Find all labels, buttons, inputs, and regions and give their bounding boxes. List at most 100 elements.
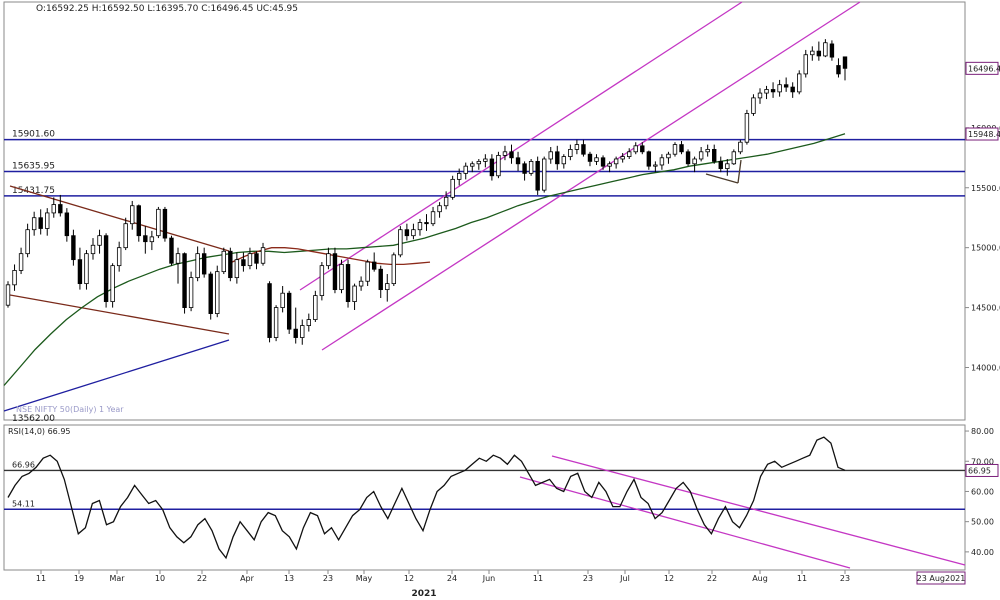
x-tick-label: 22 [707, 574, 717, 583]
x-tick-label: 19 [74, 574, 84, 583]
candle [725, 158, 730, 176]
candle [810, 46, 815, 61]
candle [450, 175, 455, 200]
rsi-line [7, 436, 846, 560]
candle [195, 246, 200, 282]
x-tick-label: May [356, 574, 373, 583]
candle [149, 230, 155, 251]
rsi-series [7, 436, 846, 560]
candle [842, 56, 848, 81]
candle [816, 41, 822, 61]
date-tag-box [916, 571, 966, 585]
level-label: 15635.95 [12, 161, 55, 171]
candle [509, 144, 514, 164]
x-tick-label: 24 [447, 574, 457, 583]
candle [476, 158, 482, 170]
level-price-tag: 15948.4 [965, 127, 1000, 141]
x-tick-label: Jun [482, 574, 496, 583]
candle [123, 217, 128, 251]
candle [241, 252, 246, 272]
candle [247, 247, 253, 270]
candle [143, 226, 148, 254]
level-label: 15901.60 [12, 130, 55, 140]
candle [731, 149, 737, 165]
candle [679, 141, 684, 155]
candle [319, 262, 325, 301]
candle [358, 276, 364, 291]
current-price-tag: 16496.4 [965, 61, 1000, 75]
x-tick-label: Jul [619, 574, 630, 583]
rsi-y-tick-label: 50.00 [971, 518, 994, 527]
candle [738, 139, 743, 155]
trendline [9, 185, 230, 252]
price-y-axis: 14000.0014500.0015000.0015500.0016000.00… [965, 61, 1000, 373]
y-tick-label: 14000.00 [971, 364, 1000, 373]
candle [273, 305, 279, 342]
rsi-level-label: 66.96 [12, 460, 35, 469]
candle [764, 85, 769, 100]
candle [339, 259, 344, 294]
candle [790, 82, 795, 98]
candle [169, 235, 174, 266]
rsi-channel-line [519, 476, 851, 569]
candle [286, 290, 292, 334]
x-tick-label: Aug [752, 574, 768, 583]
rsi-channel [519, 455, 966, 569]
trendline [705, 173, 739, 184]
candle [371, 252, 377, 272]
y-tick-label: 15000.00 [971, 244, 1000, 253]
candle [666, 151, 671, 164]
trendline [9, 294, 230, 335]
trendline [299, 1, 743, 291]
candle [443, 191, 449, 210]
candle [300, 319, 305, 345]
candle [600, 155, 606, 170]
candle [705, 144, 710, 157]
trendline [3, 339, 230, 412]
candle [836, 58, 841, 78]
rsi-panel: RSI(14,0) 66.95 66.96 54.11 40.00 50.00 60.… [3, 424, 999, 571]
candle [267, 281, 272, 343]
candle [672, 142, 678, 157]
candle [385, 274, 390, 302]
rsi-channel-line [551, 455, 966, 566]
candle [260, 242, 266, 266]
candle [175, 247, 181, 284]
x-tick-label: 12 [404, 574, 414, 583]
candle [182, 252, 187, 314]
candle [777, 79, 782, 97]
candle [620, 152, 625, 163]
candle [581, 139, 586, 157]
trendline [737, 159, 742, 184]
candle [51, 197, 56, 218]
candle [692, 156, 697, 173]
x-tick-label: Apr [240, 574, 255, 583]
svg-text:15948.4: 15948.4 [968, 130, 1000, 139]
candle [398, 226, 403, 258]
candle [97, 229, 102, 254]
candle [18, 247, 24, 275]
candle [332, 247, 338, 294]
candle [156, 206, 161, 239]
candle [561, 154, 567, 169]
candle [594, 154, 599, 165]
candle [5, 281, 11, 308]
trend-channels [3, 1, 861, 412]
ohlc-readout: O:16592.25 H:16592.50 L:16395.70 C:16496… [36, 4, 298, 14]
candle [522, 161, 527, 181]
x-tick-label: Mar [109, 574, 125, 583]
rsi-y-tick-label: 40.00 [971, 548, 994, 557]
candle [829, 40, 835, 61]
candle [130, 200, 135, 230]
candle [84, 250, 89, 290]
candle [404, 223, 410, 241]
candle [110, 263, 115, 308]
candle [640, 142, 645, 155]
candle [254, 251, 259, 270]
candle [45, 208, 50, 236]
candle [502, 145, 508, 161]
candle [496, 151, 501, 179]
candle [574, 139, 580, 155]
